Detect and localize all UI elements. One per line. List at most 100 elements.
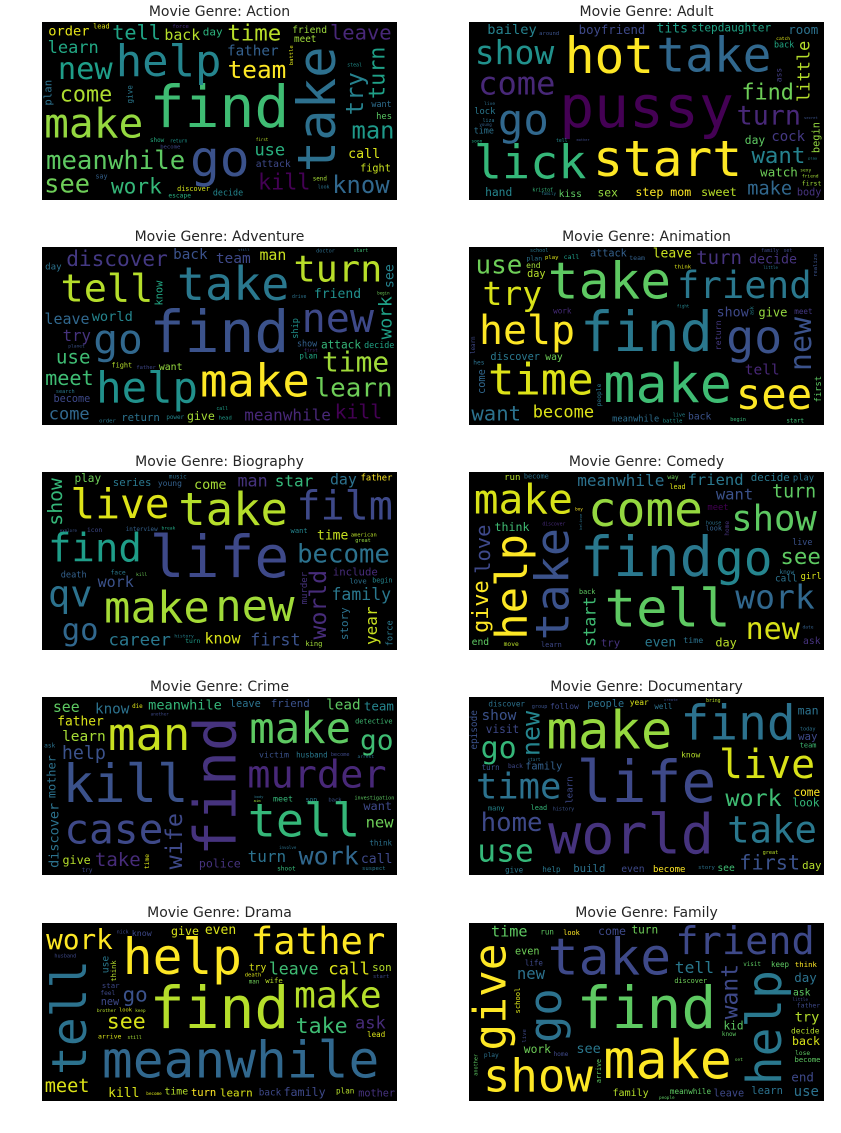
cloud-word: know: [779, 569, 794, 576]
cloud-word: meet: [794, 307, 812, 316]
cloud-word: learn: [220, 1087, 253, 1100]
cloud-word: work: [111, 174, 162, 199]
cloud-word: work: [46, 923, 113, 956]
cloud-word: qv: [48, 573, 92, 616]
cloud-word: come: [476, 369, 488, 394]
cloud-word: become: [331, 752, 350, 758]
cloud-word: sweet: [701, 185, 737, 199]
chart-title: Movie Genre: Comedy: [568, 454, 725, 470]
cloud-word: return: [713, 320, 723, 350]
cloud-word: turn: [248, 847, 287, 866]
cloud-word: make: [294, 974, 382, 1017]
cloud-word: suspect: [362, 866, 386, 872]
cloud-word: take: [527, 528, 581, 640]
cloud-word: go: [93, 315, 143, 363]
cloud-word: try: [63, 326, 91, 345]
cloud-word: battle: [289, 45, 295, 65]
cloud-word: become: [160, 145, 181, 151]
cloud-word: body: [254, 794, 264, 799]
cloud-word: lead: [326, 698, 360, 714]
cloud-word: work: [98, 573, 134, 591]
cloud-word: look: [792, 797, 819, 810]
cloud-word: day: [203, 26, 223, 39]
cloud-word: new: [784, 316, 819, 371]
cloud-word: take: [178, 483, 288, 536]
cloud-word: feel: [100, 990, 115, 997]
cloud-word: back: [259, 1088, 282, 1099]
cloud-word: detective: [355, 717, 392, 725]
cloud-word: live: [522, 1029, 528, 1043]
cloud-word: see: [107, 1010, 146, 1035]
cloud-word: turn: [631, 923, 658, 936]
cloud-word: cock: [771, 129, 805, 145]
cloud-word: ask: [803, 636, 821, 647]
cloud-word: time: [476, 767, 562, 808]
cloud-word: take: [727, 808, 817, 852]
cloud-word: keep: [771, 960, 790, 969]
cloud-word: girl: [801, 572, 822, 582]
cloud-word: world: [92, 309, 133, 325]
cloud-word: way: [667, 474, 678, 481]
cloud-word: run: [540, 928, 554, 937]
cloud-word: body: [797, 188, 822, 199]
cloud-word: time: [488, 355, 594, 406]
wordcloud-canvas: find meanwhile help father tell make take see wo…: [42, 923, 397, 1101]
cloud-word: begin: [811, 122, 823, 153]
cloud-word: man: [108, 708, 190, 761]
cloud-word: know: [332, 171, 390, 199]
cloud-word: live: [792, 537, 812, 547]
cloud-word: find: [741, 80, 794, 105]
cloud-word: turn: [696, 247, 742, 269]
cloud-word: live: [70, 480, 169, 528]
cloud-word: take: [296, 1014, 348, 1039]
cloud-word: school: [530, 248, 548, 254]
cloud-word: great: [355, 538, 371, 544]
cloud-word: first: [304, 348, 318, 354]
cloud-word: many: [488, 804, 505, 812]
chart-title: Movie Genre: Crime: [149, 679, 290, 695]
cloud-word: people: [659, 1095, 675, 1101]
cloud-word: day: [45, 262, 62, 272]
cloud-word: time: [144, 854, 151, 869]
cloud-word: use: [100, 956, 111, 974]
cloud-word: discover: [66, 247, 168, 271]
wordcloud-canvas: life take new make become live film find world qv…: [42, 472, 397, 650]
cloud-word: find: [580, 525, 713, 589]
cloud-word: mother: [577, 138, 591, 142]
cloud-word: story: [338, 607, 351, 640]
cloud-word: follow: [550, 702, 579, 711]
cloud-word: time: [491, 923, 528, 941]
cloud-word: help: [116, 36, 222, 87]
cloud-word: know: [95, 701, 130, 717]
cloud-word: meanwhile: [577, 472, 664, 490]
cloud-word: new: [746, 612, 801, 647]
cloud-word: ship: [291, 318, 301, 339]
cloud-word: tell: [43, 960, 98, 1075]
cloud-word: arrest: [357, 754, 374, 760]
cloud-word: come: [194, 477, 227, 493]
cloud-word: back: [774, 40, 794, 50]
cloud-word: son: [372, 961, 392, 974]
cloud-word: team: [800, 742, 817, 750]
cloud-word: leave: [269, 959, 319, 978]
cloud-word: turn: [191, 1087, 216, 1099]
cloud-word: planet: [68, 344, 85, 350]
cloud-word: wife: [160, 813, 188, 869]
cloud-word: ask: [793, 987, 811, 998]
cloud-word: take: [656, 29, 771, 84]
cloud-word: back: [579, 588, 595, 596]
cloud-word: become: [524, 472, 549, 480]
cloud-word: call: [328, 959, 370, 979]
cloud-word: end: [472, 637, 490, 648]
cloud-word: meet: [707, 503, 728, 513]
cloud-word: give: [187, 409, 215, 423]
cloud-word: police: [199, 857, 241, 871]
cloud-word: start: [786, 419, 804, 425]
cloud-word: try: [795, 1010, 820, 1026]
cloud-word: series: [113, 476, 152, 489]
cloud-word: plan: [42, 80, 55, 106]
cloud-word: give: [126, 85, 135, 104]
